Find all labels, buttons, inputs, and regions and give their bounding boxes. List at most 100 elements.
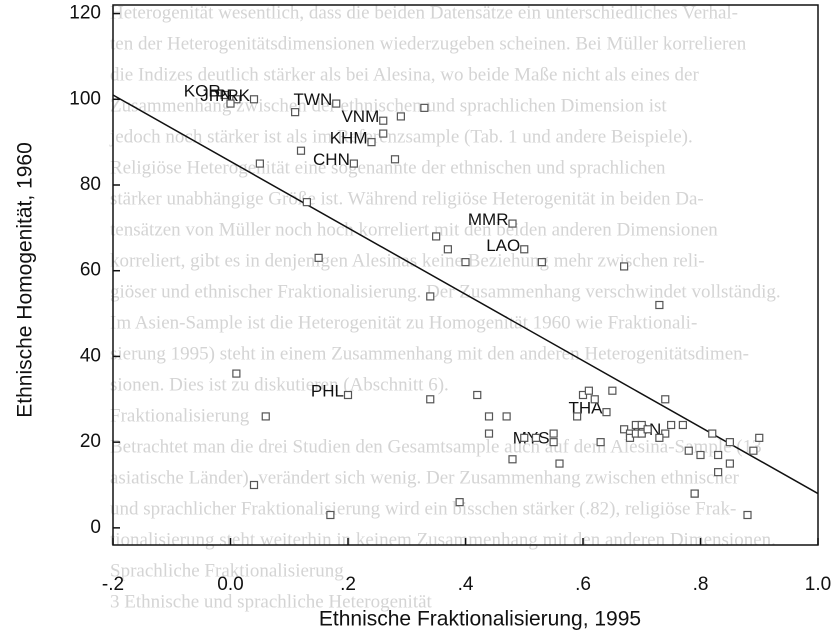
point [725,459,734,468]
point [590,395,599,404]
point [578,390,588,400]
point [637,429,646,438]
point [620,262,629,271]
point [584,386,593,395]
x-tick-label: 0.0 [217,574,243,595]
point [684,446,693,455]
point [473,390,482,400]
point [643,425,652,434]
background-line: Religiöse Heterogenität eine sogenannte … [110,157,666,178]
point [332,99,341,108]
point [484,412,494,421]
y-tick-label: 80 [80,174,101,195]
point [520,433,529,442]
point [302,198,311,207]
y-tick-label: 0 [90,517,101,538]
fit-line [112,94,819,495]
point [725,438,734,447]
y-tick-label: 40 [80,345,101,366]
point [343,390,353,400]
point [625,433,635,442]
point [255,159,264,168]
point [249,480,259,490]
point [755,433,764,442]
point [390,155,400,164]
point [690,489,699,498]
x-tick-label: .6 [575,574,591,595]
point [549,438,558,447]
background-line: 3 Ethnische und sprachliche Heterogenitä… [110,591,433,612]
point [602,408,611,417]
x-axis-title: Ethnische Fraktionalisierung, 1995 [319,608,641,631]
point [349,159,358,168]
point [396,112,405,121]
point [432,232,441,241]
background-line: Zusammenhang zwischen der ethnischen und… [110,95,667,116]
point [508,219,517,228]
point [596,438,605,447]
background-line: Sprachliche Fraktionalisierung [110,560,344,581]
point [608,386,617,395]
background-line: giöser und ethnischer Fraktionalisierung… [110,281,781,302]
point [426,292,435,301]
point [226,99,235,108]
point [232,95,241,104]
background-line: sionen. Dies ist zu diskutieren (Abschni… [110,374,449,395]
point [620,425,629,434]
background-line: Fraktionalisierung [110,405,250,426]
point [455,498,464,507]
point-label: MMR [468,210,509,229]
point-label: CHN [313,150,350,169]
point [637,420,646,430]
y-axis-title: Ethnische Homogenität, 1960 [14,142,37,418]
point [232,369,241,378]
point [426,395,435,404]
point [326,510,335,520]
y-tick-label: 20 [80,431,101,452]
x-tick-label: .2 [340,574,356,595]
point [461,258,470,267]
background-line: die Indizes deutlich stärker als bei Ale… [110,64,699,85]
point [443,245,452,254]
y-tick-label: 120 [69,3,101,24]
point-label: KHM [330,129,368,148]
point [743,510,752,520]
x-tick-label: .4 [458,574,474,595]
background-line: Betrachtet man die drei Studien den Gesa… [110,436,762,457]
point [261,412,270,421]
point-label: LAO [486,236,520,255]
point-label: KOR [184,81,221,100]
point [379,129,388,138]
point [531,433,541,442]
background-line: jedoch noch stärker ist als im Referenzs… [109,126,693,147]
point [379,116,388,125]
point [220,90,229,100]
point [296,146,306,155]
x-tick-label: -.2 [102,574,124,595]
background-line: asiatische Länder), verändert sich wenig… [110,467,740,488]
point [678,420,687,430]
point [520,245,529,254]
point-label: JPN [200,86,232,105]
point [667,420,676,430]
background-line: stärker unabhängige Größe ist. Während r… [110,188,704,209]
point [749,446,758,455]
point-label: VNM [341,107,379,126]
background-line: ten der Heterogenitätsdimensionen wieder… [110,33,747,54]
background-line: Im Asien-Sample ist die Heterogenität zu… [110,312,697,333]
point [367,138,376,147]
point [249,95,259,104]
point [714,450,723,460]
point [661,429,670,438]
point [655,433,664,442]
point [661,395,670,404]
background-line: tionalisierung steht weiterhin in keinem… [110,529,776,550]
x-tick-label: .8 [693,574,709,595]
point [655,300,664,310]
point-label: TWN [294,90,333,109]
background-line: Heterogenität wesentlich, dass die beide… [110,2,738,23]
background-line: tensätzen von Müller noch hoch korrelier… [110,219,718,240]
point [502,412,511,421]
background-line: sierung 1995) steht in einem Zusammenhan… [110,343,749,364]
